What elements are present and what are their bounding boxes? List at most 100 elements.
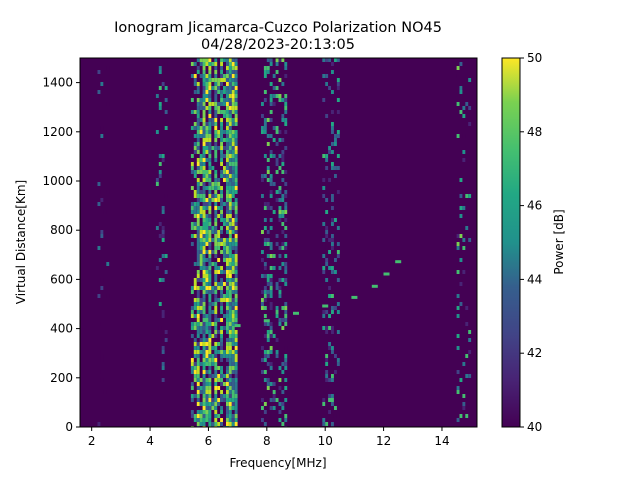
heatmap-cell [231, 262, 235, 266]
heatmap-cell [234, 138, 238, 142]
heatmap-cell [202, 102, 206, 106]
heatmap-cell [226, 102, 229, 106]
heatmap-cell [211, 250, 215, 254]
heatmap-cell [202, 326, 206, 330]
heatmap-cell [196, 106, 200, 110]
heatmap-cell [199, 190, 203, 194]
heatmap-cell [322, 194, 326, 198]
heatmap-cell [325, 422, 329, 426]
heatmap-cell [275, 282, 279, 286]
heatmap-cell [190, 210, 194, 214]
heatmap-cell [208, 278, 212, 282]
heatmap-cell [278, 210, 282, 214]
heatmap-cell [322, 242, 326, 246]
heatmap-cell [211, 358, 215, 362]
heatmap-cell [231, 270, 235, 274]
heatmap-cell [202, 410, 206, 414]
heatmap-cell [220, 282, 223, 286]
heatmap-cell [231, 362, 235, 366]
heatmap-cell [214, 150, 218, 154]
heatmap-cell [208, 134, 212, 138]
heatmap-cell [199, 182, 203, 186]
heatmap-cell [278, 98, 282, 102]
heatmap-cell [322, 270, 326, 274]
heatmap-cell [193, 194, 197, 198]
heatmap-cell [220, 394, 223, 398]
heatmap-cell [214, 406, 218, 410]
heatmap-cell [228, 194, 232, 198]
heatmap-cell [205, 342, 209, 346]
heatmap-cell [231, 370, 235, 374]
heatmap-cell [193, 146, 197, 150]
heatmap-cell [336, 242, 340, 246]
heatmap-cell [263, 282, 267, 286]
heatmap-cell [228, 186, 232, 190]
heatmap-cell [331, 270, 334, 274]
heatmap-cell [284, 354, 288, 358]
heatmap-cell [202, 130, 206, 134]
heatmap-cell [228, 386, 232, 390]
heatmap-cell [266, 142, 270, 146]
heatmap-cell [284, 110, 288, 114]
heatmap-cell [234, 102, 238, 106]
heatmap-cell [228, 126, 232, 130]
heatmap-cell [234, 190, 238, 194]
heatmap-cell [275, 82, 279, 86]
heatmap-cell [284, 374, 288, 378]
heatmap-cell [196, 162, 200, 166]
heatmap-cell [226, 138, 229, 142]
heatmap-cell [263, 226, 267, 230]
heatmap-cell [202, 182, 206, 186]
heatmap-cell [269, 362, 273, 366]
heatmap-cell [231, 194, 235, 198]
heatmap-cell [205, 266, 209, 270]
heatmap-cell [199, 210, 203, 214]
heatmap-cell [325, 354, 329, 358]
heatmap-cell [336, 254, 340, 258]
heatmap-cell [228, 326, 232, 330]
heatmap-cell [193, 210, 197, 214]
heatmap-cell [263, 294, 267, 298]
heatmap-cell [214, 274, 218, 278]
heatmap-cell [214, 158, 218, 162]
heatmap-cell [220, 286, 223, 290]
heatmap-cell [196, 418, 200, 422]
heatmap-cell [266, 322, 270, 326]
heatmap-cell [234, 114, 238, 118]
heatmap-cell [228, 206, 232, 210]
heatmap-cell [226, 86, 229, 90]
heatmap-cell [196, 178, 200, 182]
heatmap-cell [220, 358, 223, 362]
heatmap-cell [205, 258, 209, 262]
heatmap-cell [220, 346, 223, 350]
heatmap-cell [211, 310, 215, 314]
heatmap-cell [226, 290, 229, 294]
heatmap-cell [205, 134, 209, 138]
heatmap-cell [234, 278, 238, 282]
heatmap-cell [214, 110, 218, 114]
heatmap-cell [196, 218, 200, 222]
heatmap-cell [226, 414, 229, 418]
heatmap-cell [190, 166, 194, 170]
heatmap-cell [284, 62, 288, 66]
heatmap-cell [322, 358, 326, 362]
heatmap-cell [226, 150, 229, 154]
heatmap-cell [328, 238, 331, 242]
heatmap-cell [208, 250, 212, 254]
heatmap-cell [266, 70, 270, 74]
heatmap-cell [269, 302, 273, 306]
heatmap-cell [208, 186, 212, 190]
heatmap-cell [190, 410, 194, 414]
heatmap-cell [223, 382, 226, 386]
heatmap-cell [196, 306, 200, 310]
heatmap-cell [214, 238, 218, 242]
heatmap-cell [214, 222, 218, 226]
heatmap-cell [214, 414, 218, 418]
heatmap-cell [231, 358, 235, 362]
heatmap-cell [275, 314, 279, 318]
heatmap-cell [231, 154, 235, 158]
heatmap-cell [208, 118, 212, 122]
heatmap-cell [459, 414, 463, 418]
heatmap-cell [284, 194, 288, 198]
heatmap-cell [331, 198, 334, 202]
